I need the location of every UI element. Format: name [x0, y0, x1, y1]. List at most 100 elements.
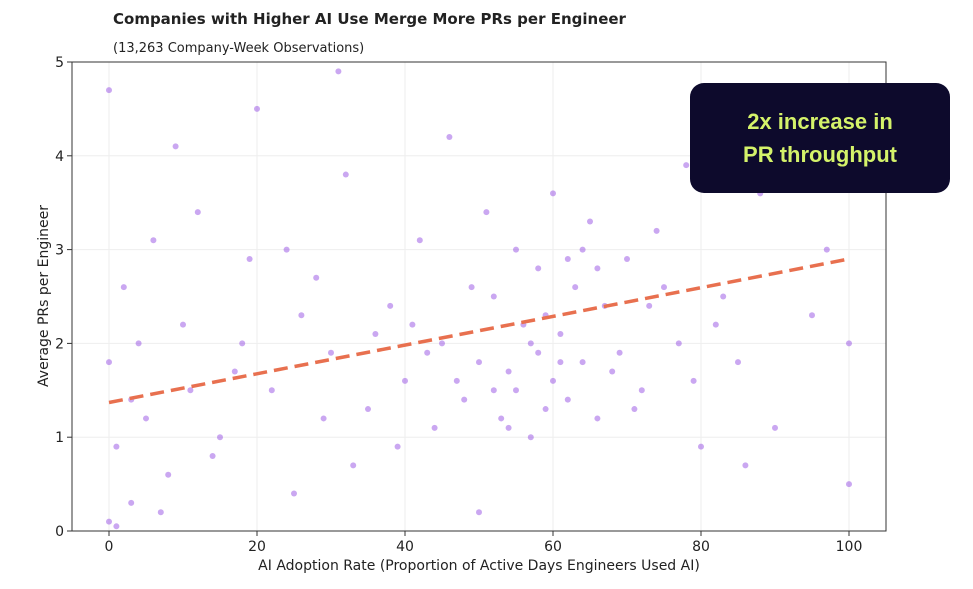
- scatter-point: [624, 255, 630, 262]
- scatter-point: [572, 284, 579, 291]
- scatter-point: [609, 368, 616, 375]
- scatter-point: [587, 218, 593, 225]
- scatter-point: [505, 368, 512, 375]
- scatter-point: [579, 359, 586, 366]
- scatter-point: [416, 237, 423, 244]
- chart-subtitle: (13,263 Company-Week Observations): [113, 41, 364, 56]
- scatter-point: [550, 190, 556, 197]
- x-tick-label: 40: [396, 539, 414, 555]
- x-axis-label: AI Adoption Rate (Proportion of Active D…: [258, 558, 700, 574]
- scatter-point: [106, 87, 112, 94]
- scatter-point: [616, 349, 623, 356]
- scatter-point: [209, 452, 216, 459]
- scatter-point: [490, 387, 497, 394]
- scatter-point: [720, 293, 727, 300]
- scatter-point: [513, 387, 519, 394]
- scatter-point: [594, 265, 601, 272]
- scatter-point: [550, 377, 556, 384]
- scatter-point: [461, 396, 468, 403]
- scatter-point: [387, 302, 394, 309]
- y-tick-label: 2: [55, 336, 64, 352]
- annotation-box: 2x increase in PR throughput: [690, 83, 950, 193]
- scatter-point: [653, 227, 660, 234]
- x-tick-label: 80: [692, 539, 710, 555]
- scatter-point: [231, 368, 238, 375]
- scatter-point: [698, 443, 704, 450]
- y-tick-label: 0: [55, 524, 64, 540]
- scatter-point: [135, 340, 142, 347]
- scatter-point: [328, 349, 334, 356]
- scatter-point: [268, 387, 275, 394]
- scatter-point: [742, 462, 749, 469]
- scatter-point: [846, 340, 852, 347]
- scatter-point: [365, 406, 371, 413]
- scatter-point: [113, 523, 120, 530]
- scatter-point: [490, 293, 497, 300]
- scatter-point: [594, 415, 601, 422]
- scatter-point: [513, 246, 519, 253]
- scatter-point: [564, 255, 571, 262]
- scatter-point: [313, 274, 320, 281]
- scatter-point: [535, 349, 542, 356]
- scatter-point: [646, 302, 653, 309]
- scatter-point: [446, 134, 453, 141]
- scatter-point: [535, 265, 542, 272]
- scatter-point: [579, 246, 586, 253]
- scatter-point: [809, 312, 815, 319]
- scatter-point: [291, 490, 297, 497]
- scatter-point: [335, 68, 342, 75]
- scatter-point: [683, 162, 690, 169]
- x-tick-label: 100: [836, 539, 863, 555]
- scatter-point: [394, 443, 401, 450]
- scatter-point: [823, 246, 830, 253]
- scatter-point: [217, 434, 223, 441]
- scatter-point: [402, 377, 408, 384]
- y-tick-label: 5: [55, 55, 64, 71]
- scatter-point: [113, 443, 120, 450]
- scatter-point: [638, 387, 645, 394]
- scatter-point: [431, 424, 438, 431]
- y-axis-label: Average PRs per Engineer: [36, 205, 52, 387]
- scatter-point: [128, 499, 135, 506]
- scatter-point: [150, 237, 157, 244]
- y-tick-label: 4: [55, 149, 64, 165]
- scatter-point: [772, 424, 778, 431]
- scatter-point: [424, 349, 431, 356]
- scatter-point: [483, 209, 490, 216]
- scatter-point: [564, 396, 571, 403]
- scatter-point: [690, 377, 697, 384]
- plot-frame: [71, 61, 887, 532]
- scatter-point: [180, 321, 186, 328]
- scatter-point: [468, 284, 475, 291]
- scatter-point: [320, 415, 327, 422]
- scatter-point: [298, 312, 305, 319]
- scatter-point: [439, 340, 445, 347]
- scatter-point: [372, 331, 379, 338]
- scatter-point: [254, 105, 260, 112]
- trend-line: [108, 257, 850, 405]
- scatter-point: [165, 471, 172, 478]
- scatter-point: [172, 143, 179, 150]
- x-tick-label: 0: [105, 539, 114, 555]
- scatter-point: [106, 518, 112, 525]
- scatter-point: [194, 209, 201, 216]
- scatter-point: [675, 340, 682, 347]
- scatter-point: [283, 246, 290, 253]
- scatter-point: [661, 284, 667, 291]
- scatter-point: [505, 424, 512, 431]
- scatter-point: [106, 359, 112, 366]
- scatter-point: [409, 321, 416, 328]
- scatter-point: [527, 340, 534, 347]
- scatter-point: [735, 359, 741, 366]
- scatter-point: [350, 462, 357, 469]
- scatter-point: [712, 321, 719, 328]
- scatter-point: [631, 406, 638, 413]
- scatter-point: [246, 255, 253, 262]
- chart-title: Companies with Higher AI Use Merge More …: [113, 10, 627, 28]
- scatter-point: [143, 415, 149, 422]
- scatter-point: [453, 377, 460, 384]
- scatter-point: [239, 340, 246, 347]
- y-tick-label: 3: [55, 243, 64, 259]
- scatter-point: [476, 359, 482, 366]
- scatter-point: [846, 481, 852, 488]
